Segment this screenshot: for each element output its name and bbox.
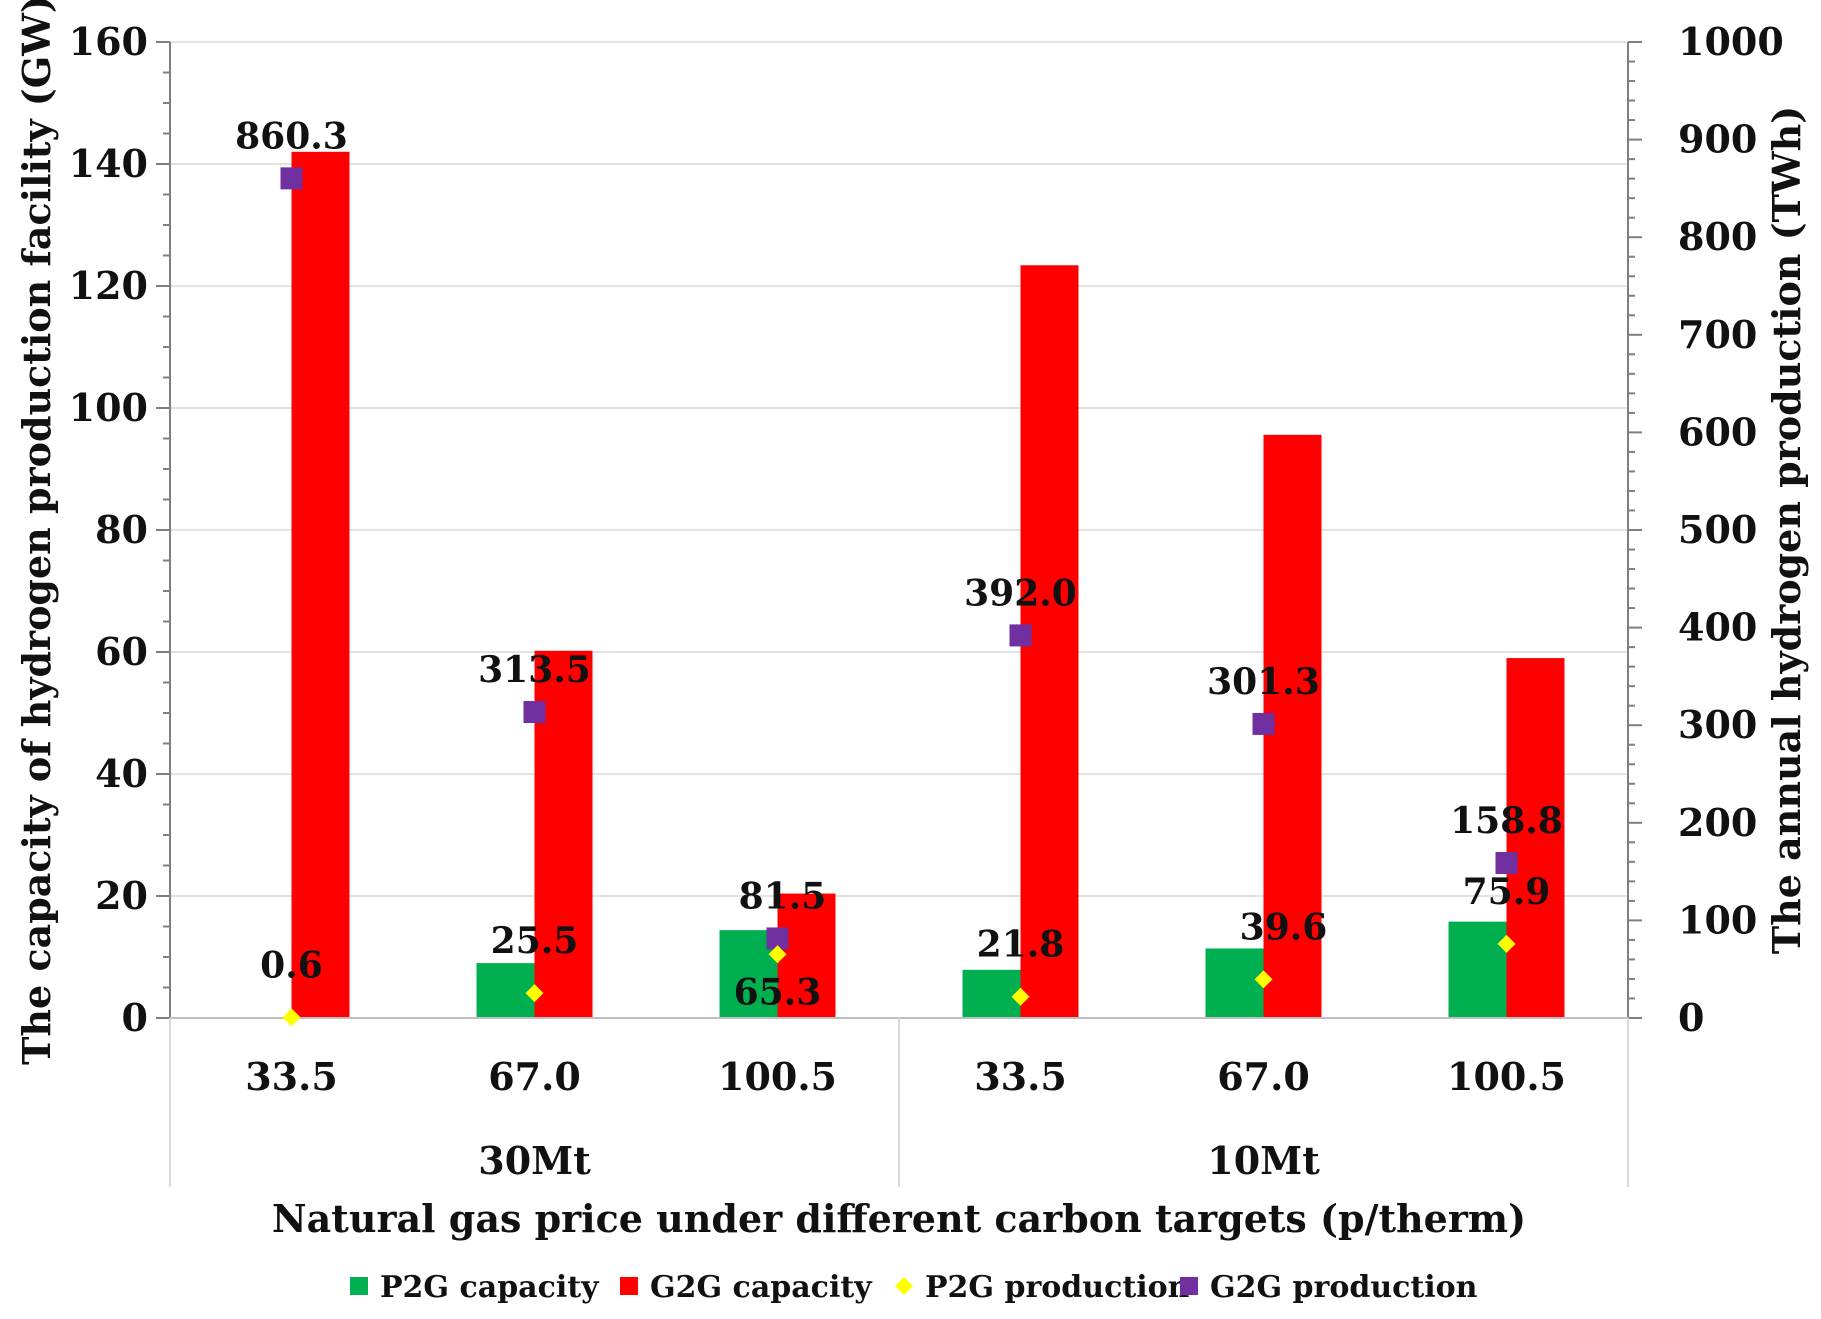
- bar-p2g-capacity: [1448, 921, 1507, 1018]
- left-tick-label: 100: [69, 385, 148, 430]
- data-label-g2g-production: 392.0: [964, 572, 1077, 614]
- legend-label: P2G production: [925, 1270, 1190, 1305]
- right-tick-label: 700: [1678, 312, 1757, 357]
- legend-label: P2G capacity: [380, 1270, 600, 1305]
- data-label-g2g-production: 81.5: [739, 875, 827, 917]
- category-label: 100.5: [718, 1054, 837, 1099]
- right-tick-label: 200: [1678, 800, 1757, 845]
- right-tick-label: 800: [1678, 214, 1757, 259]
- right-tick-label: 100: [1678, 897, 1757, 942]
- right-tick-label: 600: [1678, 409, 1757, 454]
- right-tick-label: 300: [1678, 702, 1757, 747]
- category-label: 33.5: [974, 1054, 1067, 1099]
- right-tick-label: 1000: [1678, 19, 1784, 64]
- group-label: 10Mt: [1207, 1138, 1320, 1183]
- data-label-g2g-production: 313.5: [478, 649, 591, 691]
- data-label-p2g-production: 0.6: [260, 944, 323, 986]
- right-tick-label: 400: [1678, 605, 1757, 650]
- category-label: 100.5: [1447, 1054, 1566, 1099]
- legend-swatch: [350, 1277, 368, 1295]
- bar-p2g-capacity: [476, 963, 535, 1018]
- left-tick-label: 0: [122, 995, 148, 1040]
- marker-p2g-production: [1497, 934, 1516, 953]
- data-label-p2g-production: 21.8: [977, 924, 1065, 966]
- data-label-p2g-production: 65.3: [734, 971, 822, 1013]
- legend-label: G2G production: [1210, 1270, 1478, 1305]
- group-label: 30Mt: [478, 1138, 591, 1183]
- legend-swatch: [620, 1277, 638, 1295]
- marker-p2g-production: [282, 1008, 301, 1027]
- left-tick-label: 140: [69, 141, 148, 186]
- marker-g2g-production: [1495, 852, 1518, 875]
- data-label-g2g-production: 301.3: [1207, 661, 1320, 703]
- category-label: 67.0: [488, 1054, 581, 1099]
- category-label: 67.0: [1217, 1054, 1310, 1099]
- marker-g2g-production: [1252, 712, 1275, 735]
- y2-axis-title: The annual hydrogen production (TWh): [1764, 106, 1809, 954]
- marker-p2g-production: [1254, 970, 1273, 989]
- legend-swatch: [895, 1277, 913, 1295]
- left-tick-label: 160: [69, 19, 148, 64]
- legend-label: G2G capacity: [650, 1270, 873, 1305]
- category-label: 33.5: [245, 1054, 338, 1099]
- right-tick-label: 500: [1678, 507, 1757, 552]
- marker-g2g-production: [766, 927, 789, 950]
- bar-p2g-capacity: [962, 969, 1021, 1018]
- bar-p2g-capacity: [1205, 948, 1264, 1018]
- left-tick-label: 120: [69, 263, 148, 308]
- marker-p2g-production: [768, 945, 787, 964]
- right-tick-label: 900: [1678, 117, 1757, 162]
- legend-swatch: [1180, 1277, 1198, 1295]
- left-tick-label: 80: [95, 507, 148, 552]
- marker-g2g-production: [523, 701, 546, 724]
- data-label-p2g-production: 39.6: [1240, 906, 1328, 948]
- data-label-p2g-production: 75.9: [1463, 871, 1551, 913]
- y-axis-title: The capacity of hydrogen production faci…: [14, 0, 59, 1065]
- bar-g2g-capacity: [1506, 658, 1565, 1018]
- data-label-g2g-production: 860.3: [235, 115, 348, 157]
- data-label-g2g-production: 158.8: [1450, 800, 1563, 842]
- left-tick-label: 20: [95, 873, 148, 918]
- left-tick-label: 40: [95, 751, 148, 796]
- marker-g2g-production: [280, 167, 303, 190]
- bar-g2g-capacity: [777, 893, 836, 1018]
- marker-g2g-production: [1009, 624, 1032, 647]
- x-axis-title: Natural gas price under different carbon…: [272, 1196, 1526, 1241]
- right-tick-label: 0: [1678, 995, 1704, 1040]
- bar-g2g-capacity: [291, 151, 350, 1019]
- marker-p2g-production: [525, 984, 544, 1003]
- data-label-p2g-production: 25.5: [491, 920, 579, 962]
- marker-p2g-production: [1011, 987, 1030, 1006]
- left-tick-label: 60: [95, 629, 148, 674]
